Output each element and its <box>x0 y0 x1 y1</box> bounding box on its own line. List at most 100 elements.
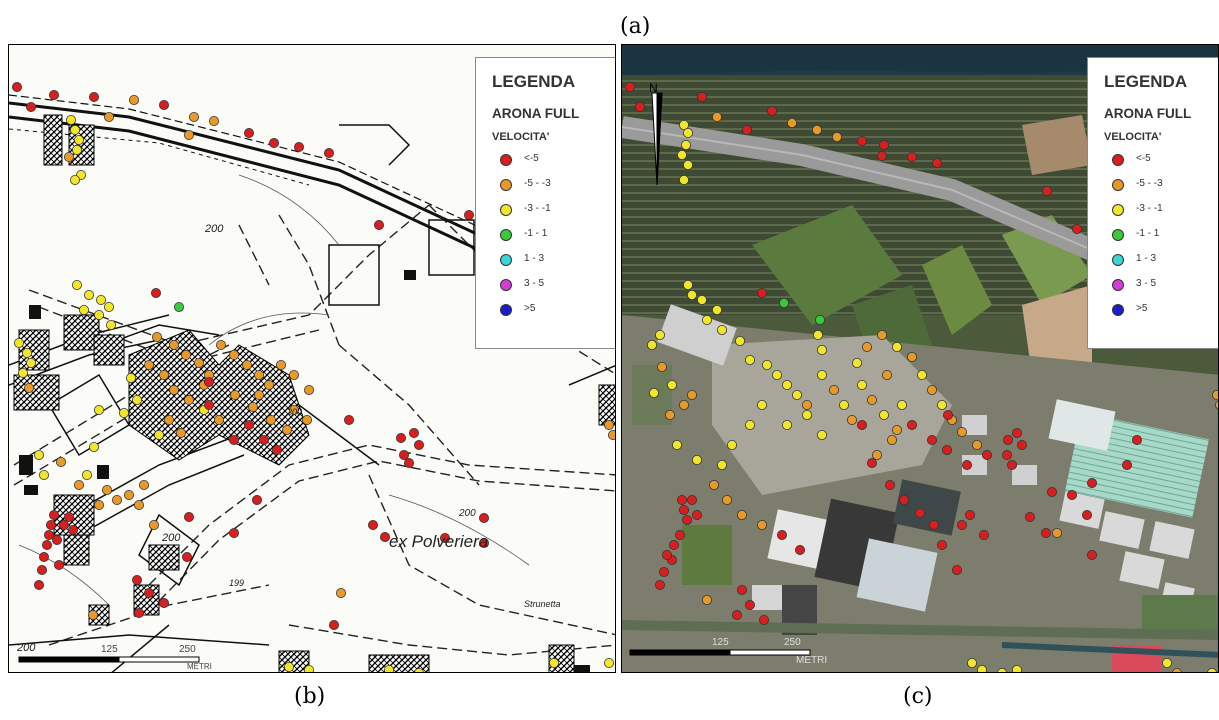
legend-class-label: 1 - 3 <box>524 253 545 264</box>
ps-point <box>683 128 694 139</box>
ps-point <box>112 494 123 505</box>
ps-point <box>33 580 44 591</box>
ps-point <box>891 341 902 352</box>
ps-point <box>183 511 194 522</box>
ps-point <box>906 152 917 163</box>
ps-point <box>876 329 887 340</box>
ps-point <box>175 427 186 438</box>
ps-point <box>208 116 219 127</box>
ps-point <box>183 130 194 141</box>
ps-point <box>692 454 703 465</box>
ps-point <box>408 427 419 438</box>
ps-point <box>942 409 953 420</box>
ps-point <box>936 399 947 410</box>
ps-point <box>258 434 269 445</box>
legend-class-label: -3 - -1 <box>524 203 551 214</box>
ps-point <box>14 337 24 348</box>
ps-point <box>1081 509 1092 520</box>
ps-point <box>138 479 149 490</box>
ps-point <box>163 414 174 425</box>
legend-color-swatch <box>500 204 512 216</box>
place-label-ex-polveriera: ex Polveriera <box>389 532 489 551</box>
ps-points-c <box>625 82 1218 672</box>
legend-variable: VELOCITA' <box>492 131 550 143</box>
ps-point <box>846 414 857 425</box>
ps-point <box>44 529 55 540</box>
ps-point <box>158 369 169 380</box>
ps-point <box>38 469 49 480</box>
stream-label: Strunetta <box>524 599 561 609</box>
ps-point <box>150 287 161 298</box>
legend-color-swatch <box>500 154 512 166</box>
ps-point <box>153 429 164 440</box>
legend-color-swatch <box>1112 179 1124 191</box>
ps-point <box>966 658 977 669</box>
ps-point <box>781 419 792 430</box>
scale-mid-label: 125 <box>712 637 729 648</box>
ps-point <box>977 665 987 672</box>
ps-point <box>811 125 822 136</box>
ps-point <box>1046 486 1057 497</box>
legend-color-swatch <box>500 254 512 266</box>
ps-point <box>697 92 708 103</box>
legend-color-swatch <box>500 304 512 316</box>
ps-point <box>625 82 635 93</box>
ps-point <box>373 219 384 230</box>
parking-area <box>712 335 952 495</box>
ps-point <box>188 112 199 123</box>
ps-point <box>263 379 274 390</box>
topographic-map-panel[interactable]: ex Polveriera Strunetta 200 200 200 200 … <box>8 44 616 673</box>
ps-point <box>657 361 668 372</box>
ps-point <box>828 384 839 395</box>
ps-point <box>697 294 708 305</box>
ps-point <box>679 174 690 185</box>
ps-point <box>692 509 703 520</box>
ps-point <box>1002 434 1013 445</box>
ps-point <box>878 409 889 420</box>
ps-point <box>180 349 191 360</box>
ps-point <box>82 469 93 480</box>
legend-color-swatch <box>500 279 512 291</box>
ps-point <box>148 519 159 530</box>
ps-point <box>1131 434 1142 445</box>
ps-point <box>735 335 746 346</box>
ps-point <box>343 414 354 425</box>
ps-point <box>756 519 767 530</box>
ps-point <box>1086 549 1097 560</box>
scale-bar-c <box>629 649 811 656</box>
ps-point <box>732 610 743 621</box>
ps-point <box>851 357 862 368</box>
ps-point <box>667 379 678 390</box>
ps-point <box>228 527 239 538</box>
aerial-photo-panel[interactable]: N 125 250 METRI LEGENDA ARONA FULL VELOC… <box>621 44 1219 673</box>
ps-point <box>243 128 254 139</box>
ps-point <box>129 95 140 106</box>
ps-point <box>771 369 782 380</box>
ps-point <box>251 494 262 505</box>
ps-point <box>64 511 75 522</box>
ps-point <box>94 499 105 510</box>
ps-point <box>132 394 143 405</box>
ps-point <box>21 347 32 358</box>
ps-point <box>143 588 154 599</box>
legend-class-label: -5 - -3 <box>524 178 551 189</box>
ps-point <box>143 359 154 370</box>
ps-point <box>17 367 28 378</box>
ps-point <box>158 100 169 111</box>
ps-point <box>745 600 756 611</box>
ps-point <box>94 404 105 415</box>
ps-point <box>745 419 756 430</box>
topographic-map-drawing <box>9 82 615 672</box>
ps-point <box>608 430 615 440</box>
ps-point <box>717 459 728 470</box>
ps-point <box>679 504 690 515</box>
ps-point <box>812 329 823 340</box>
ps-point <box>786 118 797 129</box>
ps-point <box>1006 459 1017 470</box>
ps-point <box>301 414 312 425</box>
caption-c: (c) <box>903 684 933 709</box>
ps-point <box>801 409 812 420</box>
scale-end-label: 250 <box>179 644 196 655</box>
elevation-label: 200 <box>17 642 36 654</box>
legend-class-label: >5 <box>524 303 536 314</box>
